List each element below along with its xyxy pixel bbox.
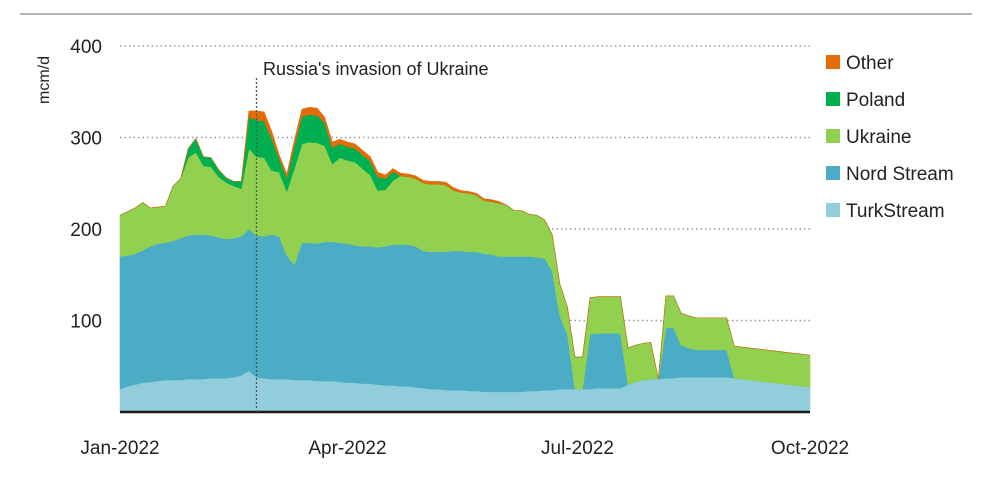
legend-swatch-nord-stream	[826, 166, 840, 180]
x-tick-labels: Jan-2022 Apr-2022 Jul-2022 Oct-2022	[80, 438, 849, 459]
y-tick-label: 200	[70, 220, 102, 241]
legend-label-poland: Poland	[846, 90, 905, 111]
y-tick-labels: 100 200 300 400	[70, 37, 102, 333]
legend-label-other: Other	[846, 53, 894, 74]
y-tick-label: 300	[70, 129, 102, 150]
area-nord-stream	[119, 228, 811, 393]
legend-label-nord-stream: Nord Stream	[846, 164, 954, 185]
annotation-label: Russia's invasion of Ukraine	[263, 59, 489, 79]
x-tick-label: Oct-2022	[771, 438, 849, 459]
area-other	[119, 107, 811, 380]
y-tick-label: 100	[70, 312, 102, 333]
annotation: Russia's invasion of Ukraine	[255, 59, 489, 412]
area-series	[119, 107, 811, 413]
x-tick-label: Jul-2022	[541, 438, 614, 459]
legend-swatch-turkstream	[826, 203, 840, 217]
legend-label-ukraine: Ukraine	[846, 127, 911, 148]
legend-swatch-other	[826, 55, 840, 69]
legend-label-turkstream: TurkStream	[846, 201, 945, 222]
y-axis-label: mcm/d	[36, 56, 53, 104]
legend-swatch-poland	[826, 92, 840, 106]
x-tick-label: Jan-2022	[80, 438, 159, 459]
legend: Other Poland Ukraine Nord Stream TurkStream	[826, 53, 954, 222]
x-tick-label: Apr-2022	[308, 438, 386, 459]
legend-swatch-ukraine	[826, 129, 840, 143]
y-tick-label: 400	[70, 37, 102, 58]
